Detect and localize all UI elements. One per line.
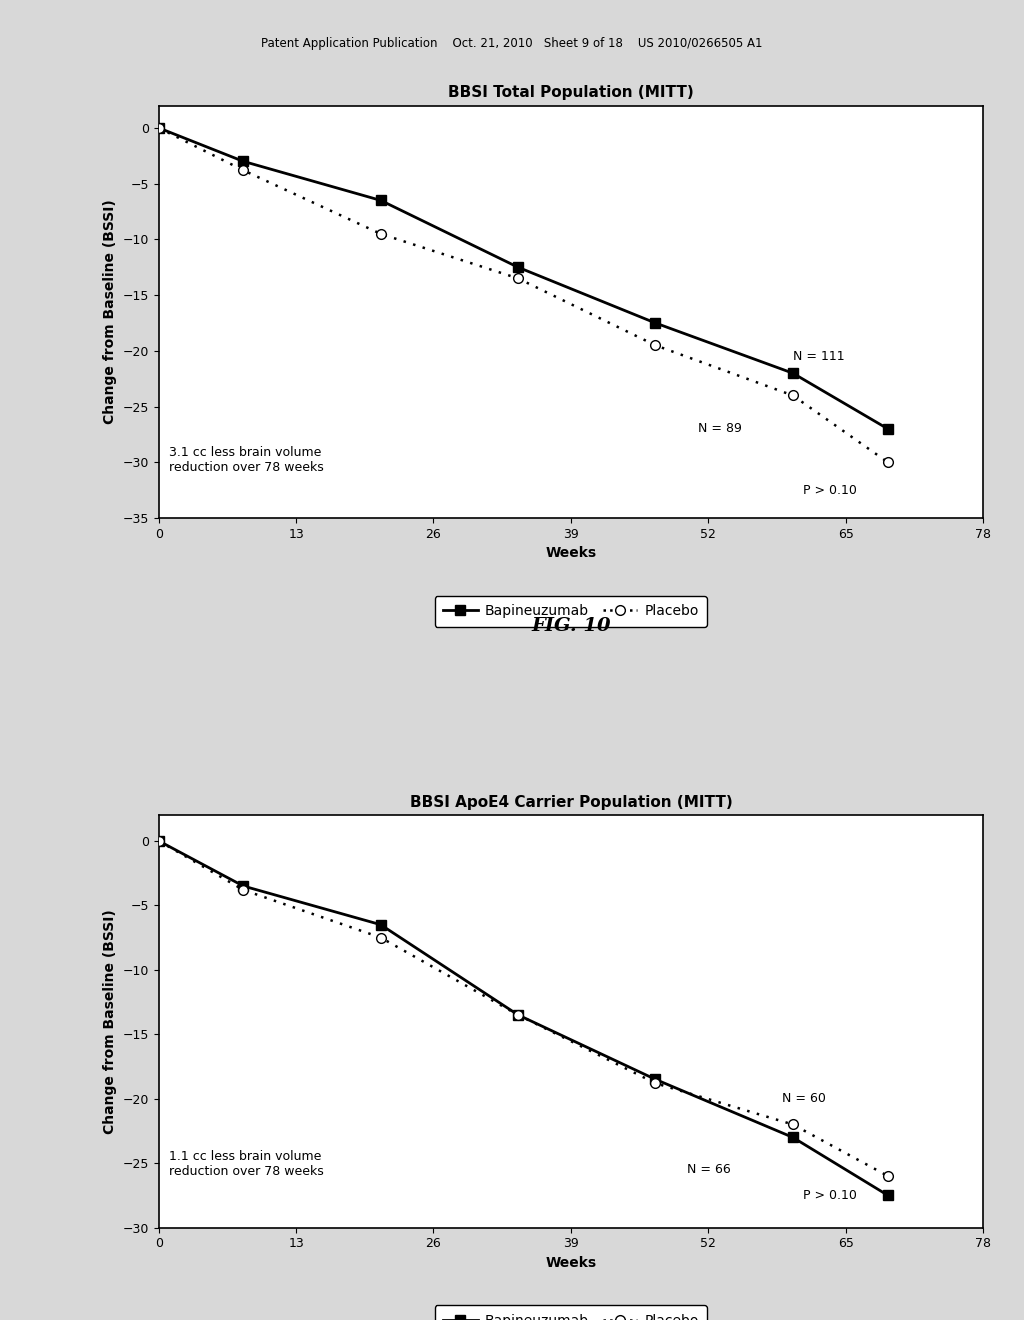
Text: N = 66: N = 66 <box>687 1163 731 1176</box>
Y-axis label: Change from Baseline (BSSI): Change from Baseline (BSSI) <box>103 909 117 1134</box>
Text: Patent Application Publication    Oct. 21, 2010   Sheet 9 of 18    US 2010/02665: Patent Application Publication Oct. 21, … <box>261 37 763 50</box>
X-axis label: Weeks: Weeks <box>546 1255 596 1270</box>
Text: N = 89: N = 89 <box>697 422 741 436</box>
Text: P > 0.10: P > 0.10 <box>804 483 857 496</box>
Title: BBSI ApoE4 Carrier Population (MITT): BBSI ApoE4 Carrier Population (MITT) <box>410 795 732 809</box>
Legend: Bapineuzumab, Placebo: Bapineuzumab, Placebo <box>434 597 708 627</box>
Text: N = 60: N = 60 <box>782 1092 826 1105</box>
Text: P > 0.10: P > 0.10 <box>804 1189 857 1203</box>
Text: FIG. 10: FIG. 10 <box>531 618 610 635</box>
Text: N = 111: N = 111 <box>793 350 845 363</box>
Legend: Bapineuzumab, Placebo: Bapineuzumab, Placebo <box>434 1305 708 1320</box>
Title: BBSI Total Population (MITT): BBSI Total Population (MITT) <box>449 86 693 100</box>
Y-axis label: Change from Baseline (BSSI): Change from Baseline (BSSI) <box>103 199 117 424</box>
Text: 3.1 cc less brain volume
reduction over 78 weeks: 3.1 cc less brain volume reduction over … <box>169 446 324 474</box>
X-axis label: Weeks: Weeks <box>546 546 596 561</box>
Text: 1.1 cc less brain volume
reduction over 78 weeks: 1.1 cc less brain volume reduction over … <box>169 1150 324 1179</box>
